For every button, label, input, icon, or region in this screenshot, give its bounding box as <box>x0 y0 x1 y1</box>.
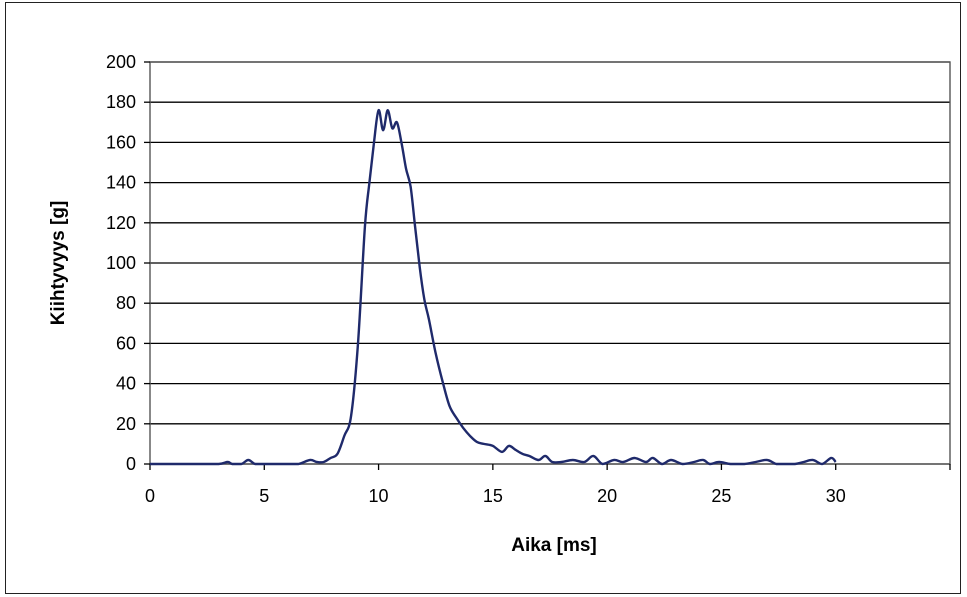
y-tick-label: 80 <box>116 293 136 313</box>
x-tick-label: 30 <box>826 486 846 506</box>
x-tick-label: 15 <box>483 486 503 506</box>
y-axis-ticks: 0 20 40 60 80 100 120 140 160 180 200 <box>106 52 150 474</box>
y-tick-label: 200 <box>106 52 136 72</box>
gridlines <box>150 61 950 465</box>
x-axis-title: Aika [ms] <box>511 535 597 556</box>
x-tick-label: 5 <box>259 486 269 506</box>
y-tick-label: 120 <box>106 213 136 233</box>
y-tick-label: 20 <box>116 414 136 434</box>
chart-frame <box>5 2 961 594</box>
y-axis-title: Kiihtyvyys [g] <box>48 201 69 326</box>
y-tick-label: 160 <box>106 132 136 152</box>
x-axis-ticks: 0 5 10 15 20 25 30 <box>145 464 951 506</box>
x-tick-label: 10 <box>369 486 389 506</box>
y-tick-label: 100 <box>106 253 136 273</box>
x-tick-label: 25 <box>711 486 731 506</box>
series-group <box>149 108 837 466</box>
x-tick-label: 0 <box>145 486 155 506</box>
x-tick-label: 20 <box>597 486 617 506</box>
y-tick-label: 140 <box>106 173 136 193</box>
y-tick-label: 0 <box>126 454 136 474</box>
series-line-0 <box>149 108 837 466</box>
y-tick-label: 180 <box>106 92 136 112</box>
y-tick-label: 60 <box>116 333 136 353</box>
y-tick-label: 40 <box>116 374 136 394</box>
